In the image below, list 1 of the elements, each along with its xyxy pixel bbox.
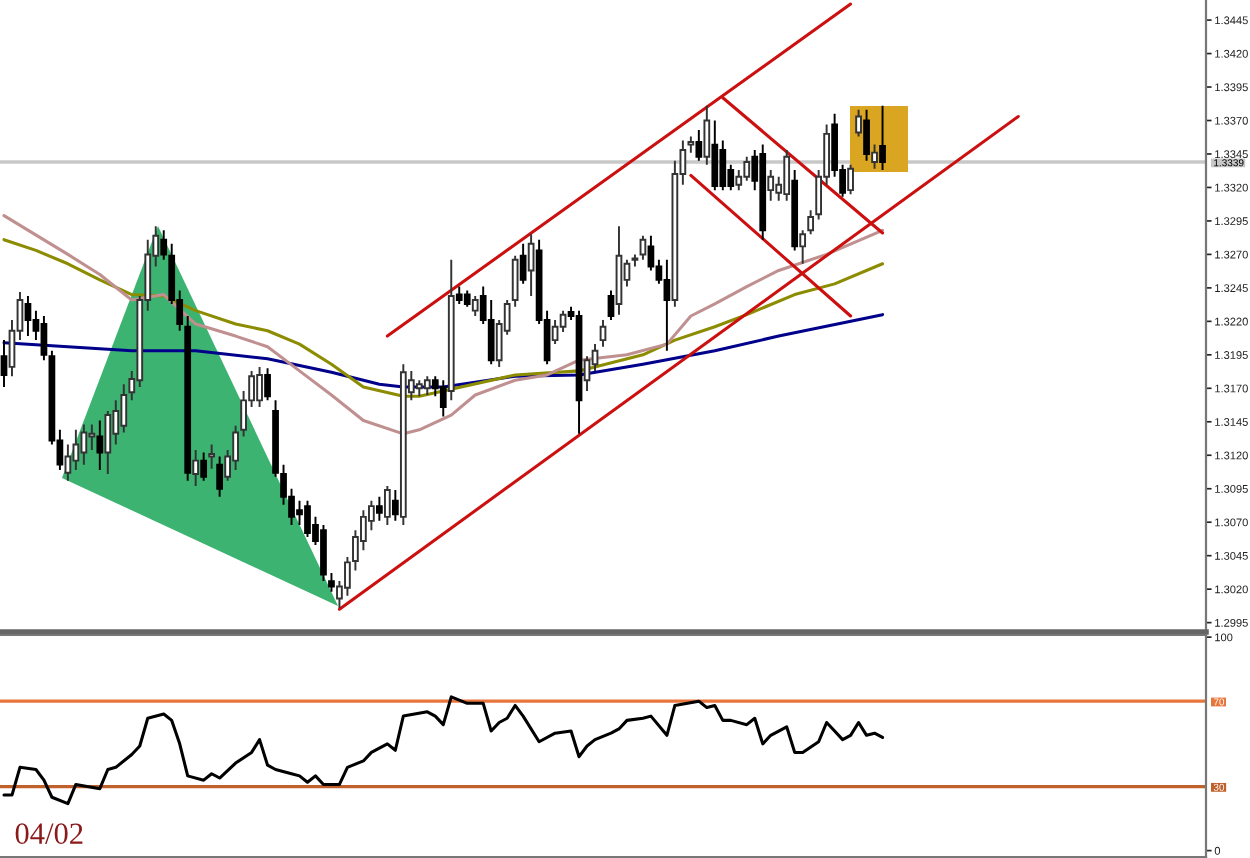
- annotation: 04/02: [15, 823, 83, 844]
